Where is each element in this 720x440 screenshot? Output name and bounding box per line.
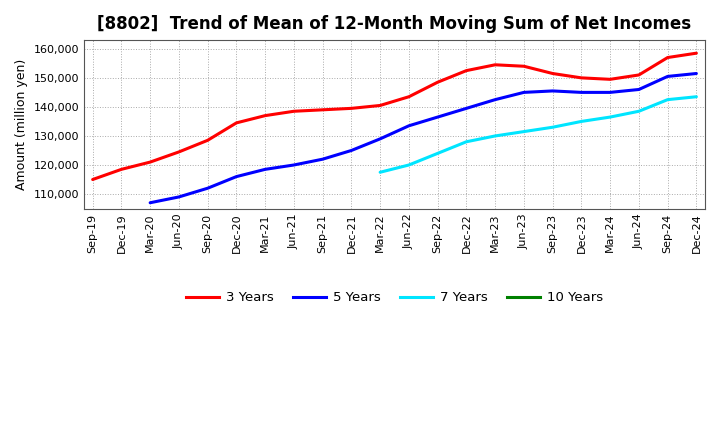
Title: [8802]  Trend of Mean of 12-Month Moving Sum of Net Incomes: [8802] Trend of Mean of 12-Month Moving …	[97, 15, 692, 33]
3 Years	[491, 62, 500, 67]
7 Years	[577, 119, 585, 124]
3 Years	[289, 109, 298, 114]
Legend: 3 Years, 5 Years, 7 Years, 10 Years: 3 Years, 5 Years, 7 Years, 10 Years	[181, 286, 608, 309]
5 Years	[318, 157, 327, 162]
3 Years	[577, 75, 585, 81]
7 Years	[520, 129, 528, 134]
7 Years	[376, 169, 384, 175]
3 Years	[232, 120, 240, 125]
3 Years	[203, 138, 212, 143]
3 Years	[318, 107, 327, 113]
3 Years	[89, 177, 97, 182]
3 Years	[433, 80, 442, 85]
3 Years	[549, 71, 557, 76]
5 Years	[376, 136, 384, 142]
5 Years	[462, 106, 471, 111]
5 Years	[347, 148, 356, 153]
3 Years	[462, 68, 471, 73]
5 Years	[261, 167, 269, 172]
Line: 5 Years: 5 Years	[150, 73, 696, 203]
3 Years	[405, 94, 413, 99]
Line: 7 Years: 7 Years	[380, 97, 696, 172]
7 Years	[634, 109, 643, 114]
7 Years	[405, 162, 413, 168]
5 Years	[663, 74, 672, 79]
7 Years	[433, 151, 442, 156]
3 Years	[174, 149, 183, 154]
3 Years	[347, 106, 356, 111]
5 Years	[549, 88, 557, 94]
3 Years	[146, 159, 155, 165]
7 Years	[606, 114, 614, 120]
3 Years	[663, 55, 672, 60]
7 Years	[491, 133, 500, 139]
Y-axis label: Amount (million yen): Amount (million yen)	[15, 59, 28, 190]
7 Years	[692, 94, 701, 99]
3 Years	[117, 167, 126, 172]
5 Years	[203, 186, 212, 191]
5 Years	[433, 114, 442, 120]
5 Years	[520, 90, 528, 95]
5 Years	[289, 162, 298, 168]
3 Years	[376, 103, 384, 108]
7 Years	[663, 97, 672, 102]
3 Years	[692, 51, 701, 56]
5 Years	[577, 90, 585, 95]
5 Years	[405, 123, 413, 128]
5 Years	[692, 71, 701, 76]
5 Years	[491, 97, 500, 102]
Line: 3 Years: 3 Years	[93, 53, 696, 180]
7 Years	[549, 125, 557, 130]
5 Years	[634, 87, 643, 92]
3 Years	[606, 77, 614, 82]
5 Years	[232, 174, 240, 179]
5 Years	[606, 90, 614, 95]
3 Years	[261, 113, 269, 118]
5 Years	[174, 194, 183, 200]
3 Years	[520, 64, 528, 69]
7 Years	[462, 139, 471, 144]
5 Years	[146, 200, 155, 205]
3 Years	[634, 72, 643, 77]
